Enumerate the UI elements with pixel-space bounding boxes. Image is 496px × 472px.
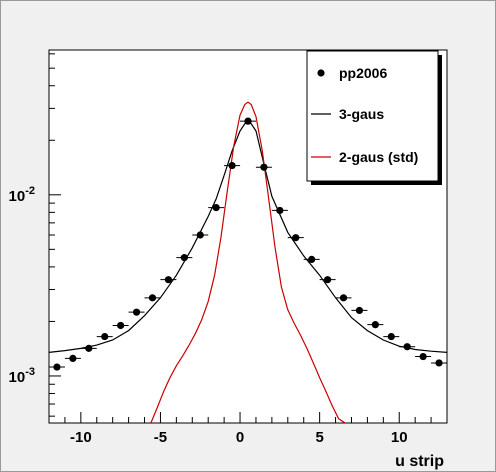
curves-layer bbox=[49, 101, 447, 423]
data-point bbox=[49, 363, 65, 371]
point-marker bbox=[276, 206, 284, 215]
point-marker bbox=[435, 359, 443, 367]
x-tick-label: 0 bbox=[236, 429, 244, 446]
data-point bbox=[176, 254, 193, 262]
point-marker bbox=[260, 163, 268, 171]
point-marker bbox=[85, 344, 93, 352]
y-tick-label: 10-3 bbox=[9, 366, 35, 386]
data-point bbox=[224, 161, 241, 170]
point-marker bbox=[196, 231, 204, 239]
point-marker bbox=[69, 354, 77, 363]
data-point bbox=[335, 294, 352, 302]
point-marker bbox=[324, 276, 332, 284]
data-point bbox=[431, 359, 447, 367]
axes-layer: -10 -5 0 5 10 10-3 10-2 bbox=[9, 53, 448, 446]
legend-item-pp2006: pp2006 bbox=[317, 65, 387, 81]
points-layer bbox=[49, 117, 447, 371]
point-marker bbox=[148, 294, 157, 302]
series-line-2-gaus-std bbox=[150, 101, 346, 423]
data-point bbox=[303, 255, 320, 263]
x-tick-label: 10 bbox=[391, 429, 408, 446]
legend-label: pp2006 bbox=[339, 65, 387, 81]
data-point bbox=[80, 344, 97, 352]
data-point bbox=[208, 203, 225, 212]
legend-item-2-gaus-std: 2-gaus (std) bbox=[311, 149, 418, 165]
legend-label: 3-gaus bbox=[339, 106, 384, 122]
point-marker bbox=[132, 308, 141, 316]
series-line-3-gaus bbox=[49, 117, 447, 353]
x-tick-label: -5 bbox=[154, 429, 167, 446]
legend-item-3-gaus: 3-gaus bbox=[311, 106, 384, 122]
point-marker bbox=[53, 363, 61, 371]
point-marker bbox=[212, 203, 220, 212]
data-point bbox=[383, 332, 400, 341]
point-marker bbox=[180, 254, 188, 262]
legend-marker bbox=[317, 69, 325, 77]
point-marker bbox=[371, 321, 379, 329]
legend-box bbox=[306, 50, 439, 182]
point-marker bbox=[101, 332, 109, 341]
data-point bbox=[351, 306, 368, 315]
point-marker bbox=[339, 294, 348, 302]
data-point bbox=[240, 117, 256, 125]
data-point bbox=[415, 352, 432, 361]
point-marker bbox=[419, 352, 427, 361]
data-point bbox=[319, 276, 336, 284]
data-point bbox=[287, 234, 304, 242]
data-point bbox=[128, 308, 145, 316]
data-point bbox=[64, 354, 81, 363]
data-point bbox=[399, 343, 416, 351]
y-tick-label: 10-2 bbox=[9, 185, 35, 205]
data-point bbox=[255, 163, 272, 171]
point-marker bbox=[292, 234, 300, 242]
data-point bbox=[112, 321, 129, 330]
data-point bbox=[160, 276, 177, 284]
point-marker bbox=[164, 276, 172, 284]
point-marker bbox=[244, 117, 252, 125]
data-point bbox=[96, 332, 113, 341]
data-point bbox=[144, 294, 161, 302]
data-point bbox=[271, 206, 288, 215]
data-point bbox=[367, 321, 384, 329]
legend: pp2006 3-gaus 2-gaus (std) bbox=[306, 50, 442, 185]
point-marker bbox=[355, 306, 364, 315]
x-tick-label: -10 bbox=[70, 429, 92, 446]
point-marker bbox=[403, 343, 411, 351]
point-marker bbox=[387, 332, 395, 341]
x-axis-title: u strip bbox=[395, 453, 444, 470]
legend-label: 2-gaus (std) bbox=[339, 149, 418, 165]
point-marker bbox=[117, 321, 125, 330]
data-point bbox=[192, 231, 209, 239]
point-marker bbox=[228, 161, 236, 170]
point-marker bbox=[308, 255, 316, 263]
x-tick-label: 5 bbox=[315, 429, 323, 446]
